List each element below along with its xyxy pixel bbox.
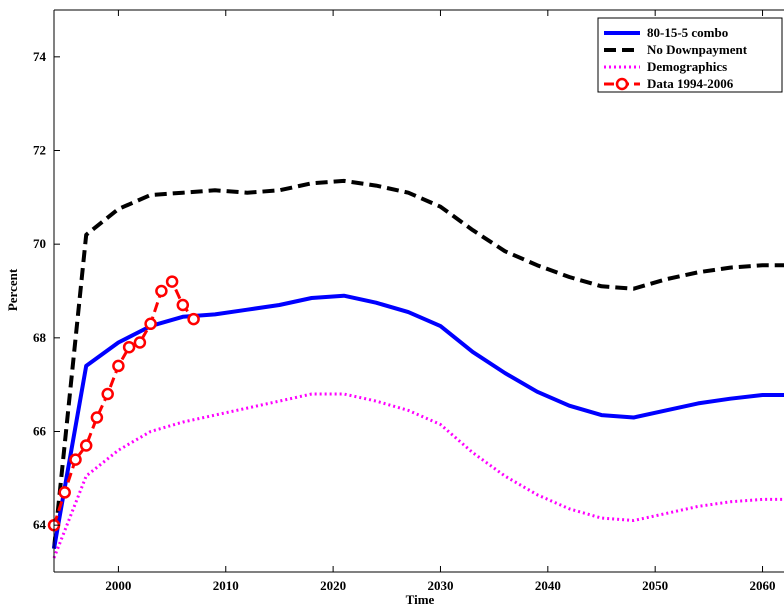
y-tick-label: 72	[33, 143, 46, 158]
x-tick-label: 2030	[427, 578, 453, 593]
data-point-marker	[101, 387, 114, 401]
x-tick-label: 2060	[750, 578, 776, 593]
data-point-marker	[165, 275, 179, 288]
legend-box	[597, 17, 783, 93]
y-tick-label: 70	[33, 236, 46, 251]
legend: 80-15-5 combo No Downpayment Demographics D…	[597, 17, 783, 93]
legend-label-2: Demographics	[647, 59, 727, 74]
data-point-marker	[122, 340, 136, 354]
legend-label-0: 80-15-5 combo	[647, 25, 728, 40]
legend-label-1: No Downpayment	[647, 42, 748, 57]
y-tick-label: 68	[33, 330, 47, 345]
x-tick-label: 2010	[213, 578, 239, 593]
x-axis-title: Time	[406, 592, 435, 607]
data-point-marker	[187, 312, 200, 326]
data-point-marker	[69, 453, 82, 466]
series-line-2	[52, 392, 784, 559]
data-point-marker	[112, 359, 125, 373]
y-tick-label: 74	[33, 49, 47, 64]
series-line-1	[52, 178, 784, 549]
legend-marker	[615, 77, 629, 91]
y-tick-label: 66	[33, 424, 47, 439]
x-tick-label: 2020	[320, 578, 346, 593]
data-point-marker	[58, 486, 71, 499]
x-tick-label: 2040	[535, 578, 561, 593]
y-tick-label: 64	[33, 517, 47, 532]
data-point-marker	[79, 439, 93, 452]
series-line-0	[52, 293, 784, 549]
data-point-marker	[144, 317, 157, 331]
legend-label-3: Data 1994-2006	[647, 76, 734, 91]
x-tick-label: 2000	[105, 578, 131, 593]
data-point-marker	[176, 298, 190, 312]
y-axis-title: Percent	[5, 268, 20, 311]
x-tick-label: 2050	[642, 578, 668, 593]
data-point-marker	[155, 284, 168, 298]
data-point-marker	[133, 336, 147, 349]
data-point-marker	[90, 411, 104, 424]
